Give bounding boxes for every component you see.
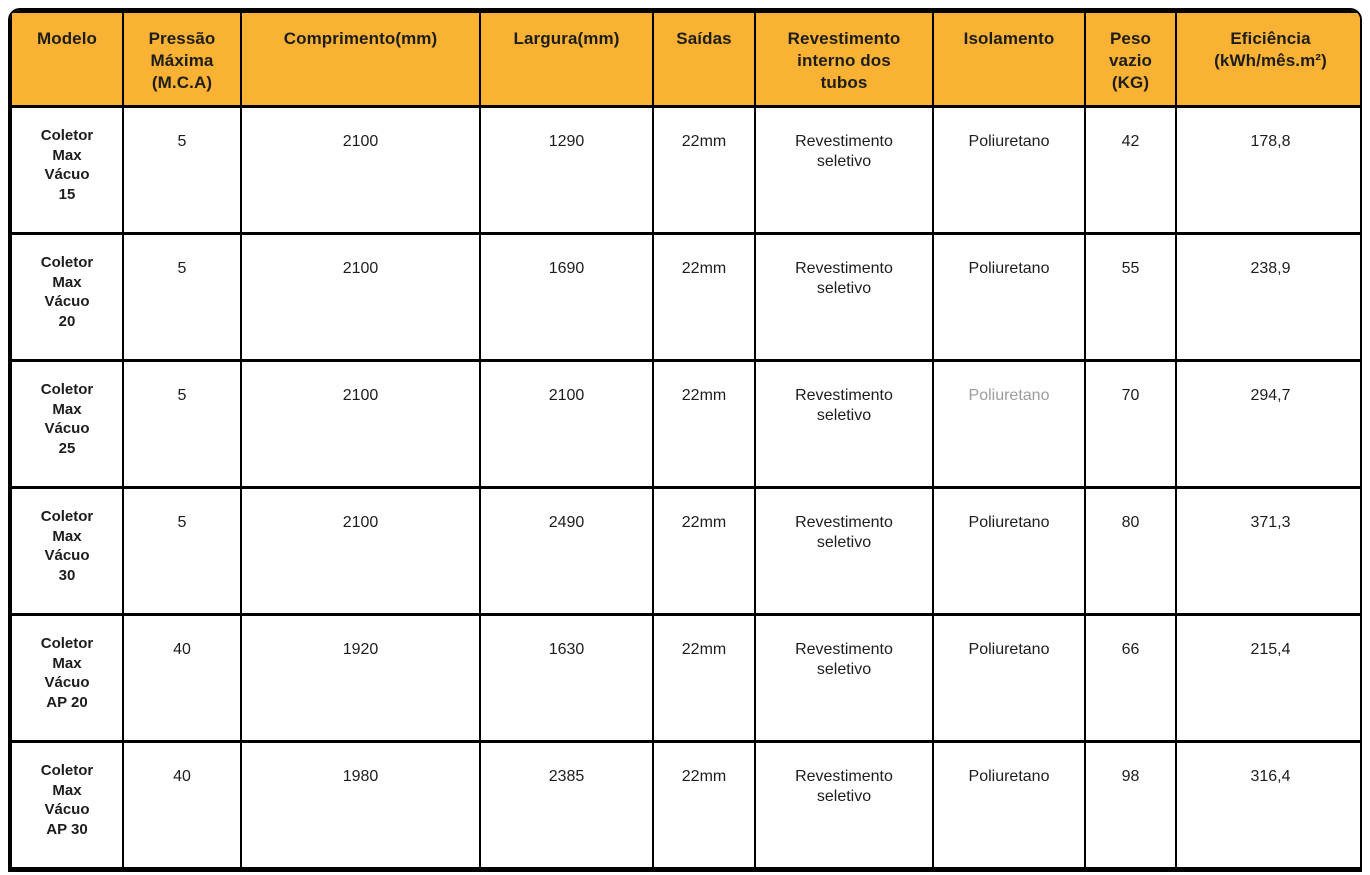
cell-pressao_maxima: 40 xyxy=(122,740,242,870)
cell-isolamento: Poliuretano xyxy=(932,740,1086,870)
cell-largura: 1690 xyxy=(479,232,654,362)
spec-table-container: Modelo Pressão Máxima (M.C.A) Comprimento(… xyxy=(8,8,1362,872)
cell-comprimento: 1980 xyxy=(240,740,481,870)
cell-eficiencia: 294,7 xyxy=(1175,359,1360,489)
table-row: Coletor Max Vácuo AP 30 40 1980 2385 22mm Rev… xyxy=(10,740,1360,870)
cell-largura: 1630 xyxy=(479,613,654,743)
cell-comprimento: 2100 xyxy=(240,232,481,362)
cell-isolamento: Poliuretano xyxy=(932,613,1086,743)
cell-modelo: Coletor Max Vácuo AP 30 xyxy=(10,740,124,870)
cell-isolamento: Poliuretano xyxy=(932,232,1086,362)
cell-modelo: Coletor Max Vácuo 20 xyxy=(10,232,124,362)
cell-revestimento: Revestimento seletivo xyxy=(754,359,934,489)
header-cell-peso_vazio: Peso vazio (KG) xyxy=(1084,10,1177,108)
cell-isolamento: Poliuretano xyxy=(932,359,1086,489)
cell-comprimento: 2100 xyxy=(240,105,481,235)
cell-revestimento: Revestimento seletivo xyxy=(754,105,934,235)
cell-isolamento: Poliuretano xyxy=(932,105,1086,235)
table-row: Coletor Max Vácuo AP 20 40 1920 1630 22mm Rev… xyxy=(10,613,1360,743)
cell-revestimento: Revestimento seletivo xyxy=(754,740,934,870)
cell-saidas: 22mm xyxy=(652,740,756,870)
cell-isolamento: Poliuretano xyxy=(932,486,1086,616)
table-row: Coletor Max Vácuo 25 5 2100 2100 22mm Revesti… xyxy=(10,359,1360,489)
table-row: Coletor Max Vácuo 15 5 2100 1290 22mm Revesti… xyxy=(10,105,1360,235)
cell-modelo: Coletor Max Vácuo 15 xyxy=(10,105,124,235)
header-cell-largura: Largura(mm) xyxy=(479,10,654,108)
cell-comprimento: 2100 xyxy=(240,359,481,489)
cell-largura: 2490 xyxy=(479,486,654,616)
cell-saidas: 22mm xyxy=(652,359,756,489)
cell-peso_vazio: 98 xyxy=(1084,740,1177,870)
cell-modelo: Coletor Max Vácuo 25 xyxy=(10,359,124,489)
collector-spec-table: Modelo Pressão Máxima (M.C.A) Comprimento(… xyxy=(10,10,1360,870)
cell-eficiencia: 316,4 xyxy=(1175,740,1360,870)
cell-revestimento: Revestimento seletivo xyxy=(754,613,934,743)
cell-peso_vazio: 70 xyxy=(1084,359,1177,489)
cell-pressao_maxima: 5 xyxy=(122,105,242,235)
cell-eficiencia: 178,8 xyxy=(1175,105,1360,235)
header-cell-eficiencia: Eficiência (kWh/mês.m²) xyxy=(1175,10,1360,108)
header-cell-revestimento: Revestimento interno dos tubos xyxy=(754,10,934,108)
cell-saidas: 22mm xyxy=(652,613,756,743)
header-cell-saidas: Saídas xyxy=(652,10,756,108)
cell-eficiencia: 238,9 xyxy=(1175,232,1360,362)
cell-modelo: Coletor Max Vácuo 30 xyxy=(10,486,124,616)
table-row: Coletor Max Vácuo 30 5 2100 2490 22mm Revesti… xyxy=(10,486,1360,616)
cell-comprimento: 1920 xyxy=(240,613,481,743)
header-cell-modelo: Modelo xyxy=(10,10,124,108)
cell-saidas: 22mm xyxy=(652,105,756,235)
cell-largura: 2100 xyxy=(479,359,654,489)
cell-eficiencia: 215,4 xyxy=(1175,613,1360,743)
cell-pressao_maxima: 5 xyxy=(122,232,242,362)
header-cell-pressao_maxima: Pressão Máxima (M.C.A) xyxy=(122,10,242,108)
cell-pressao_maxima: 40 xyxy=(122,613,242,743)
header-row: Modelo Pressão Máxima (M.C.A) Comprimento(… xyxy=(10,10,1360,108)
cell-largura: 1290 xyxy=(479,105,654,235)
table-row: Coletor Max Vácuo 20 5 2100 1690 22mm Revesti… xyxy=(10,232,1360,362)
cell-peso_vazio: 66 xyxy=(1084,613,1177,743)
cell-peso_vazio: 42 xyxy=(1084,105,1177,235)
cell-saidas: 22mm xyxy=(652,232,756,362)
cell-comprimento: 2100 xyxy=(240,486,481,616)
cell-revestimento: Revestimento seletivo xyxy=(754,232,934,362)
cell-modelo: Coletor Max Vácuo AP 20 xyxy=(10,613,124,743)
header-cell-comprimento: Comprimento(mm) xyxy=(240,10,481,108)
header-cell-isolamento: Isolamento xyxy=(932,10,1086,108)
cell-peso_vazio: 55 xyxy=(1084,232,1177,362)
cell-saidas: 22mm xyxy=(652,486,756,616)
cell-pressao_maxima: 5 xyxy=(122,359,242,489)
cell-revestimento: Revestimento seletivo xyxy=(754,486,934,616)
cell-pressao_maxima: 5 xyxy=(122,486,242,616)
cell-eficiencia: 371,3 xyxy=(1175,486,1360,616)
cell-largura: 2385 xyxy=(479,740,654,870)
cell-peso_vazio: 80 xyxy=(1084,486,1177,616)
